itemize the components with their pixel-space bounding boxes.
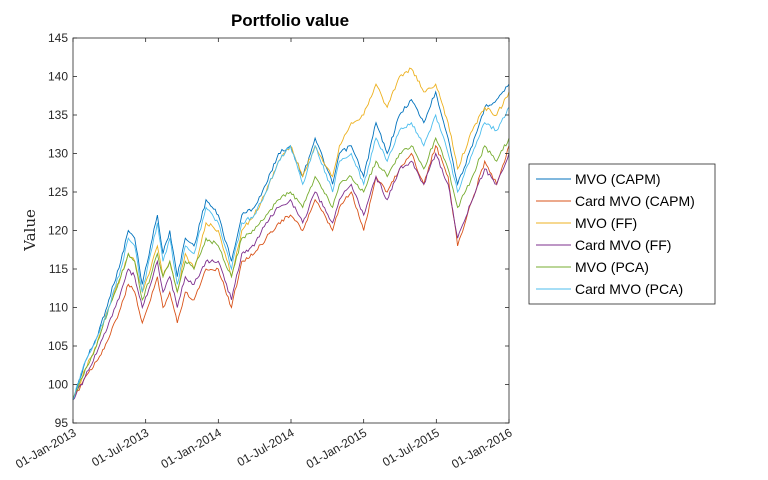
y-tick-label: 140: [48, 70, 68, 84]
y-tick-label: 95: [55, 416, 69, 430]
legend-label-4: Card MVO (FF): [575, 237, 671, 253]
series-line-2: [72, 144, 510, 401]
legend-label-6: Card MVO (PCA): [575, 281, 683, 297]
series-line-6: [72, 107, 510, 401]
y-tick-label: 130: [48, 147, 68, 161]
y-tick-label: 145: [48, 31, 68, 45]
y-tick-label: 105: [48, 339, 68, 353]
plot-area: 9510010511011512012513013514014501-Jan-2…: [13, 31, 515, 471]
legend-label-5: MVO (PCA): [575, 259, 649, 275]
series-layer: [72, 67, 510, 401]
legend-label-3: MVO (FF): [575, 215, 637, 231]
legend-label-1: MVO (CAPM): [575, 171, 661, 187]
y-tick-label: 125: [48, 185, 68, 199]
y-tick-label: 135: [48, 108, 68, 122]
series-line-3: [72, 67, 510, 401]
y-tick-label: 110: [49, 301, 68, 315]
y-tick-label: 100: [48, 378, 68, 392]
y-axis-label: Value: [21, 209, 39, 252]
plot-background: [73, 38, 509, 423]
chart-title: Portfolio value: [231, 11, 349, 30]
legend-box: [528, 163, 716, 305]
y-tick-label: 120: [48, 224, 68, 238]
series-line-4: [72, 152, 510, 401]
series-line-5: [72, 136, 510, 401]
legend: MVO (CAPM) Card MVO (CAPM) MVO (FF) Card MV…: [528, 163, 716, 305]
legend-label-2: Card MVO (CAPM): [575, 193, 695, 209]
y-tick-label: 115: [49, 262, 68, 276]
